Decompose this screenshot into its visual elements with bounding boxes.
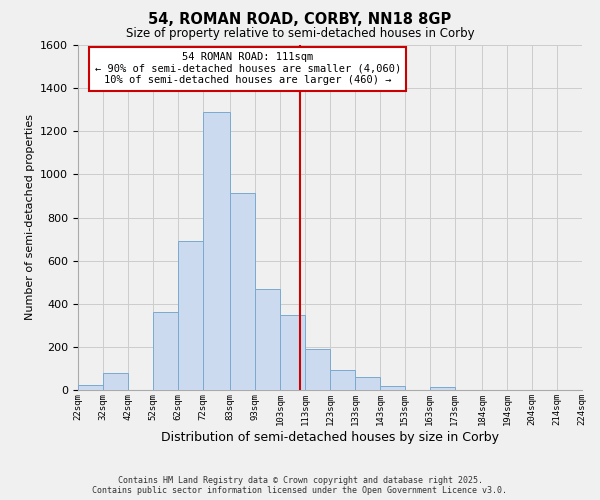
- Bar: [78, 384, 103, 390]
- Bar: [178, 241, 203, 390]
- Bar: [380, 386, 405, 390]
- Bar: [355, 377, 380, 390]
- Bar: [280, 314, 305, 390]
- Text: 54 ROMAN ROAD: 111sqm
← 90% of semi-detached houses are smaller (4,060)
10% of s: 54 ROMAN ROAD: 111sqm ← 90% of semi-deta…: [95, 52, 401, 86]
- Bar: [330, 370, 355, 390]
- Text: Size of property relative to semi-detached houses in Corby: Size of property relative to semi-detach…: [125, 28, 475, 40]
- Text: 54, ROMAN ROAD, CORBY, NN18 8GP: 54, ROMAN ROAD, CORBY, NN18 8GP: [148, 12, 452, 28]
- Bar: [203, 112, 230, 390]
- Bar: [230, 192, 255, 390]
- Bar: [153, 312, 178, 390]
- Y-axis label: Number of semi-detached properties: Number of semi-detached properties: [25, 114, 35, 320]
- Bar: [305, 349, 330, 390]
- Bar: [103, 373, 128, 390]
- Bar: [255, 288, 280, 390]
- Text: Contains HM Land Registry data © Crown copyright and database right 2025.
Contai: Contains HM Land Registry data © Crown c…: [92, 476, 508, 495]
- Bar: [430, 387, 455, 390]
- X-axis label: Distribution of semi-detached houses by size in Corby: Distribution of semi-detached houses by …: [161, 430, 499, 444]
